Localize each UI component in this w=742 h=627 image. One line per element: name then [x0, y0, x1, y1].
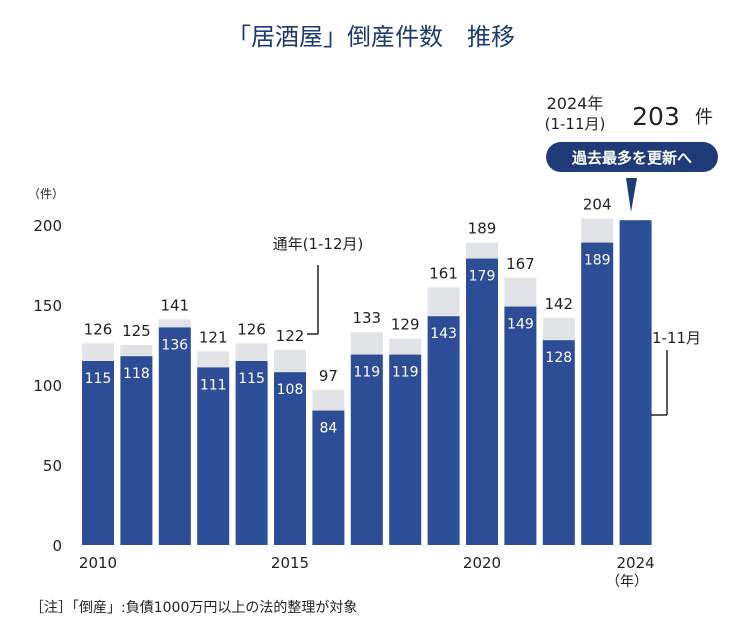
highlight-unit: 件: [695, 107, 713, 128]
bar-partial-2024: [619, 220, 652, 545]
x-tick-label: 2020: [463, 554, 501, 572]
bar-partial-2023: [581, 242, 614, 545]
data-label-annual: 125: [122, 322, 151, 340]
bar-partial-2012: [158, 327, 191, 545]
data-label-annual: 97: [319, 367, 338, 385]
data-label-annual: 142: [544, 295, 573, 313]
data-label-partial: 128: [545, 350, 572, 366]
data-label-annual: 129: [391, 316, 420, 334]
data-label-annual: 204: [583, 196, 612, 214]
y-tick-label: 0: [52, 537, 62, 555]
bar-partial-2018: [389, 354, 422, 545]
data-label-partial: 115: [238, 371, 265, 387]
bar-partial-2022: [542, 340, 575, 545]
data-label-partial: 136: [161, 337, 188, 353]
bar-partial-2021: [504, 306, 537, 545]
y-axis-unit: （件）: [28, 187, 64, 201]
data-label-partial: 119: [353, 365, 380, 381]
x-tick-label: 2015: [271, 554, 309, 572]
data-label-partial: 115: [85, 371, 112, 387]
bar-partial-2014: [235, 361, 268, 545]
y-tick-label: 150: [33, 297, 62, 315]
highlight-value: 203: [632, 102, 680, 131]
x-axis-unit: （年）: [606, 574, 648, 590]
highlight-year: 2024年: [547, 94, 604, 113]
data-label-partial: 84: [319, 421, 337, 437]
data-label-partial: 108: [277, 382, 304, 398]
data-label-annual: 167: [506, 255, 535, 273]
data-label-annual: 141: [160, 296, 189, 314]
data-label-partial: 143: [430, 326, 457, 342]
data-label-annual: 161: [429, 264, 458, 282]
data-label-partial: 189: [584, 253, 611, 269]
data-label-annual: 122: [276, 327, 305, 345]
data-label-partial: 111: [200, 377, 227, 393]
highlight-badge-text: 過去最多を更新へ: [571, 149, 692, 167]
chart-title: 「居酒屋」倒産件数 推移: [227, 23, 515, 51]
bar-partial-2019: [427, 316, 460, 545]
bar-partial-2010: [82, 361, 114, 545]
data-label-annual: 126: [237, 320, 266, 338]
y-tick-label: 200: [33, 217, 62, 235]
data-label-annual: 189: [468, 220, 497, 238]
data-label-partial: 118: [123, 366, 150, 382]
x-tick-label: 2010: [79, 554, 117, 572]
highlight-period: (1-11月): [545, 115, 606, 133]
bar-partial-2011: [120, 356, 153, 545]
data-label-partial: 119: [392, 365, 419, 381]
bar-partial-2015: [274, 372, 306, 545]
legend-annual-label: 通年(1-12月): [273, 235, 364, 253]
data-label-annual: 133: [352, 309, 381, 327]
bar-partial-2017: [350, 354, 383, 545]
x-tick-label: 2024: [617, 554, 655, 572]
data-label-partial: 149: [507, 317, 534, 333]
highlight-badge: [546, 142, 718, 172]
bar-partial-2016: [312, 410, 345, 545]
bar-partial-2013: [197, 367, 230, 545]
data-label-partial: 179: [469, 269, 496, 285]
y-tick-label: 50: [43, 457, 62, 475]
highlight-pointer: [626, 178, 637, 212]
legend-partial-label: 1-11月: [652, 329, 701, 347]
footnote: ［注］「倒産」:負債1000万円以上の法的整理が対象: [30, 600, 357, 616]
y-tick-label: 100: [33, 377, 62, 395]
data-label-annual: 126: [84, 320, 113, 338]
data-label-annual: 121: [199, 328, 228, 346]
bar-partial-2020: [466, 258, 498, 545]
